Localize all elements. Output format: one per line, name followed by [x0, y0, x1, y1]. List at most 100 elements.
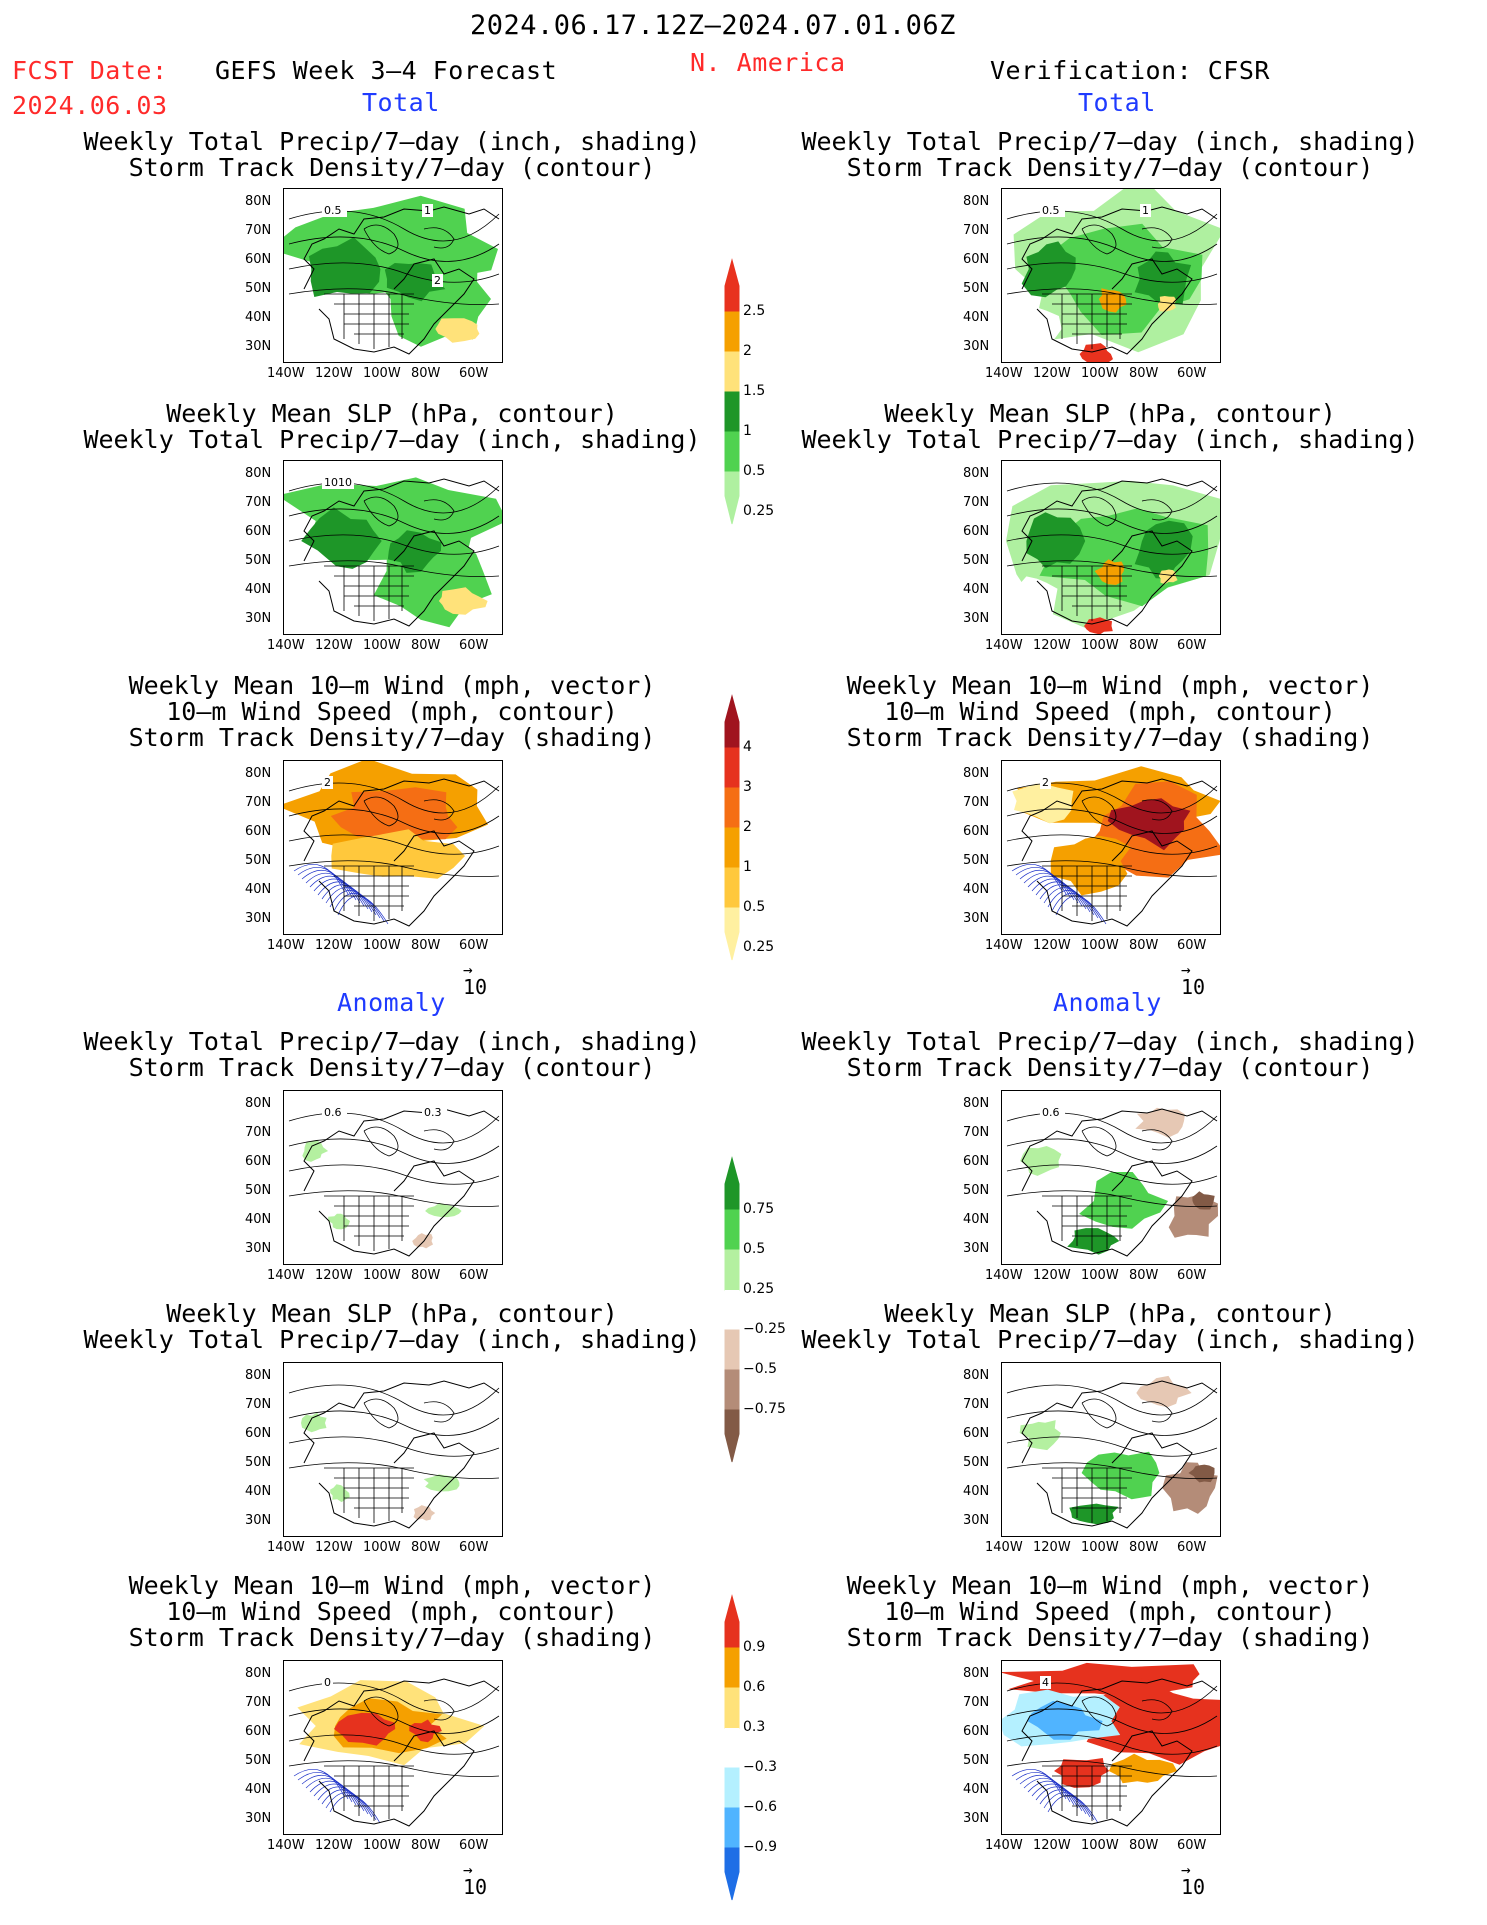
colorbar-segment — [724, 1369, 740, 1411]
lon-label: 120W — [1033, 1268, 1071, 1283]
colorbar-segment — [724, 827, 740, 869]
lon-label: 100W — [1081, 366, 1119, 381]
colorbar-label: 1 — [743, 859, 752, 875]
colorbar-segment — [724, 747, 740, 789]
vector-reference-value: 10 — [463, 1875, 488, 1899]
precip-shading-max — [438, 587, 488, 615]
colorbar-segment — [724, 351, 740, 393]
precip-anomaly-positive — [425, 1202, 462, 1218]
state-borders — [324, 1467, 414, 1523]
lon-label: 100W — [363, 938, 401, 953]
vector-reference: → 10 — [1181, 1862, 1205, 1900]
map-svg: 0.5 1 2 — [284, 189, 502, 362]
precip-anomaly-negative — [1192, 1191, 1215, 1210]
colorbar-segment — [724, 431, 740, 473]
wind-speed-contour — [325, 1792, 377, 1821]
contour-line — [1006, 482, 1218, 514]
state-borders — [1042, 865, 1132, 921]
colorbar-label: 3 — [743, 779, 752, 795]
lat-label: 30N — [245, 1241, 272, 1256]
contour-label: 0 — [324, 1676, 331, 1689]
storm-anomaly-colorbar — [724, 1594, 740, 1901]
contour-label: 2 — [434, 274, 441, 287]
lon-label: 60W — [1177, 1540, 1207, 1555]
lon-label: 80W — [411, 366, 441, 381]
precip-anomaly-positive — [1067, 1228, 1120, 1255]
map-svg: 0.6 — [1002, 1091, 1220, 1264]
panel-title-line: 10–m Wind Speed (mph, contour) — [884, 1597, 1336, 1626]
lat-label: 40N — [245, 310, 272, 325]
lat-label: 50N — [245, 553, 272, 568]
contour-line — [1006, 288, 1218, 305]
lon-label: 80W — [1129, 638, 1159, 653]
precip-shading-max — [435, 318, 480, 343]
map-panel: 4 — [1001, 1660, 1221, 1835]
arctic-islands — [1081, 496, 1173, 527]
vector-reference: → 10 — [463, 962, 487, 1000]
colorbar-segment — [724, 694, 740, 749]
lat-label: 30N — [963, 1513, 990, 1528]
colorbar-segment — [724, 1807, 740, 1849]
state-borders — [324, 1195, 414, 1251]
lon-label: 60W — [459, 638, 489, 653]
colorbar-label: 1.5 — [743, 383, 766, 399]
lon-label: 80W — [1129, 938, 1159, 953]
lat-label: 50N — [245, 1753, 272, 1768]
state-borders — [324, 293, 414, 349]
map-svg: 0 — [284, 1661, 502, 1834]
lat-label: 40N — [245, 582, 272, 597]
verification-label: Verification: CFSR — [990, 56, 1270, 85]
lat-label: 50N — [245, 281, 272, 296]
precip-anomaly-negative — [412, 1233, 433, 1249]
precip-shading-heavy — [1021, 241, 1076, 298]
colorbar-label: −0.6 — [743, 1799, 777, 1815]
coastline — [303, 206, 500, 355]
lon-label: 120W — [1033, 1838, 1071, 1853]
fcst-date: 2024.06.03 — [12, 91, 168, 120]
map-panel — [1001, 1362, 1221, 1537]
coastline — [303, 1108, 500, 1257]
colorbar-label: 0.25 — [743, 503, 775, 519]
lat-label: 60N — [245, 824, 272, 839]
precip-anomaly-positive — [1020, 1146, 1062, 1176]
lat-label: 70N — [245, 495, 272, 510]
map-svg: 0.6 0.3 — [284, 1091, 502, 1264]
contour-line — [288, 288, 500, 305]
contour-line — [1006, 1164, 1218, 1185]
arctic-islands — [1081, 1696, 1173, 1727]
panel-title-line: 10–m Wind Speed (mph, contour) — [166, 1597, 618, 1626]
map-panel: 0.5 1 2 — [283, 188, 503, 363]
panel-title-line: Weekly Total Precip/7–day (inch, shading… — [83, 425, 701, 454]
colorbar-segment — [724, 1249, 740, 1291]
arctic-islands — [363, 1696, 455, 1727]
lon-label: 80W — [411, 1540, 441, 1555]
lat-label: 40N — [963, 1484, 990, 1499]
wind-speed-contour — [317, 881, 369, 910]
lat-label: 80N — [963, 1666, 990, 1681]
lat-label: 30N — [963, 611, 990, 626]
lon-label: 120W — [1033, 638, 1071, 653]
colorbar-segment — [724, 787, 740, 829]
panel-title-line: Weekly Mean 10–m Wind (mph, vector) — [846, 1571, 1374, 1600]
lat-label: 60N — [245, 524, 272, 539]
panel-title-line: Storm Track Density/7–day (shading) — [128, 1623, 656, 1652]
lon-label: 120W — [1033, 938, 1071, 953]
lon-label: 80W — [1129, 1540, 1159, 1555]
panel-title-line: Storm Track Density/7–day (contour) — [128, 1053, 656, 1082]
precip-anomaly-positive — [1069, 1503, 1119, 1525]
fcst-label: FCST Date: — [12, 56, 168, 85]
precip-shading-heavy — [384, 263, 446, 302]
storm-density-shading — [1050, 835, 1131, 896]
lon-label: 80W — [411, 938, 441, 953]
contour-line — [1006, 860, 1218, 877]
colorbar-label: −0.3 — [743, 1759, 777, 1775]
contour-line — [1006, 560, 1218, 577]
forecast-name: GEFS Week 3–4 Forecast — [215, 56, 558, 85]
lat-label: 80N — [245, 766, 272, 781]
lat-label: 80N — [963, 1368, 990, 1383]
state-borders — [1042, 1195, 1132, 1251]
map-panel: 0 — [283, 1660, 503, 1835]
contour-line — [288, 834, 500, 855]
colorbar-label: 0.3 — [743, 1719, 766, 1735]
lat-label: 60N — [245, 1724, 272, 1739]
